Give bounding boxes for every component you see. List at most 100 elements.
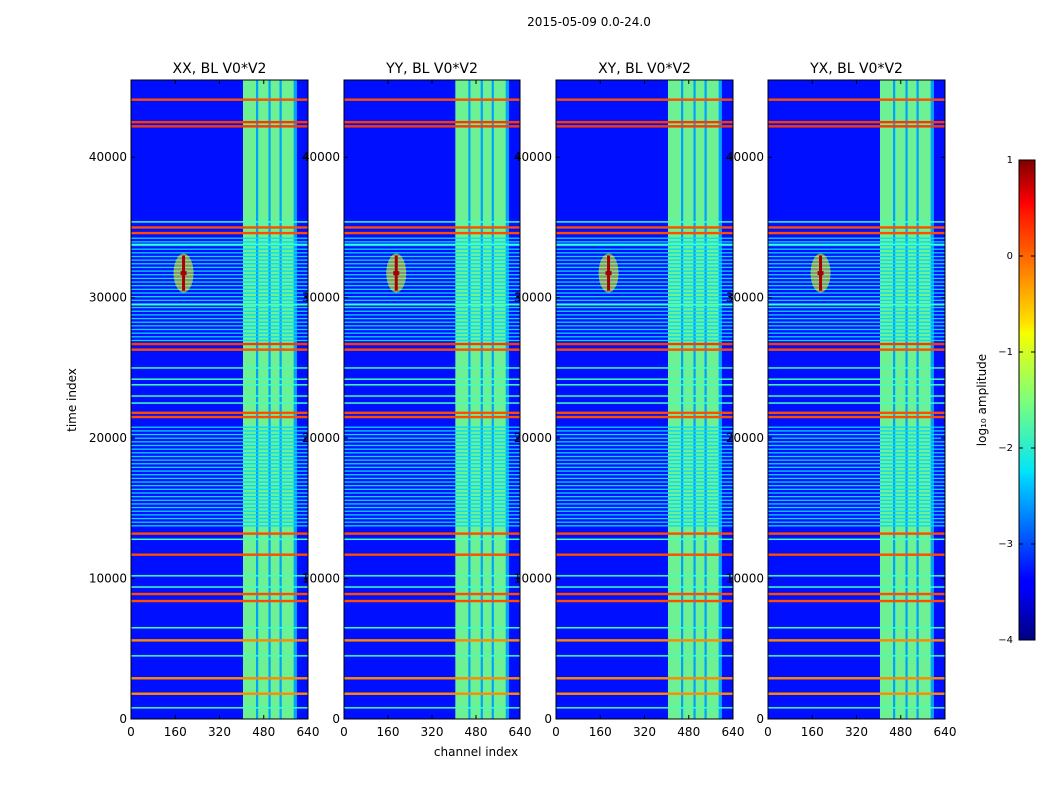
flag-row [131,292,308,294]
flag-row [768,437,945,439]
x-tick-label: 640 [934,725,957,739]
flag-row [556,444,733,447]
flag-row [344,466,520,469]
rfi-column [482,80,492,719]
flag-row [344,444,520,447]
flag-row [131,263,308,265]
flag-row [131,470,308,472]
y-tick-label: 20000 [726,431,764,445]
flag-row [768,586,945,588]
flag-row [556,339,733,342]
flag-row [768,328,945,331]
flag-row [344,310,520,312]
flag-row-strong [344,125,520,128]
flag-row-strong [131,348,308,351]
flag-row [131,339,308,342]
flag-row [131,241,308,243]
flag-row [768,455,945,458]
flag-row [768,321,945,323]
flag-row-strong [344,411,520,415]
flag-row [344,306,520,309]
flag-row [344,384,520,386]
flag-row [344,295,520,298]
flag-row [131,514,308,516]
flag-row-strong [131,639,308,642]
flag-row [556,244,733,247]
flag-row-strong [556,553,733,556]
flag-row-strong [556,415,733,419]
flag-row [131,477,308,480]
flag-row-strong [768,553,945,556]
flag-row [556,384,733,386]
flag-row [131,317,308,320]
flag-row [768,325,945,327]
flag-row-strong [768,348,945,351]
flag-row [344,655,520,657]
flag-row [131,367,308,369]
flag-row [131,538,308,541]
y-tick-label: 0 [119,712,127,726]
flag-row [556,299,733,301]
flag-row [344,325,520,327]
rfi-column [493,80,506,719]
flag-row-strong [344,98,520,101]
point-source-core [393,271,400,276]
flag-row [556,492,733,494]
flag-row [556,303,733,305]
flag-row [131,521,308,523]
panel: XY, BL V0*V2 0 160 320 480 640 0 10000 20000 3000… [514,61,745,739]
flag-row [131,310,308,312]
rfi-column [880,80,894,719]
flag-row [131,510,308,512]
x-tick-label: 160 [589,725,612,739]
rfi-column [683,80,694,719]
flag-row [131,243,308,246]
flag-row [131,285,308,287]
flag-row [131,441,308,443]
flag-row [344,514,520,516]
flag-row [131,481,308,483]
flag-row [131,575,308,577]
flag-row [768,243,945,246]
flag-row [131,655,308,657]
y-tick-label: 40000 [514,150,552,164]
flag-row [131,266,308,269]
flag-row [131,306,308,309]
flag-row [344,437,520,439]
panel-title: XX, BL V0*V2 [173,61,267,77]
flag-row [768,263,945,265]
flag-row [131,495,308,498]
x-tick-label: 320 [633,725,656,739]
flag-row [344,627,520,629]
flag-row [131,430,308,432]
y-tick-label: 0 [756,712,764,726]
flag-row-strong [768,639,945,642]
flag-row [131,444,308,447]
flag-row [131,277,308,280]
flag-row [131,248,308,250]
flag-row [768,384,945,386]
flag-row-strong [768,692,945,695]
flag-row-strong [131,677,308,680]
flag-row [131,586,308,588]
colorbar-tick-label: −4 [998,635,1013,646]
flag-row [131,466,308,469]
panel-title: YY, BL V0*V2 [385,61,478,77]
flag-row [768,402,945,404]
flag-row [556,317,733,320]
flag-row [131,221,308,223]
flag-row [131,321,308,323]
flag-row [768,538,945,541]
flag-row [556,586,733,588]
flag-row [556,281,733,283]
flag-row [344,492,520,494]
flag-row [131,506,308,509]
flag-row [556,575,733,577]
panel: YY, BL V0*V2 0 160 320 480 640 0 10000 20000 3000… [302,61,532,739]
rfi-column [918,80,931,719]
flag-row [131,492,308,494]
x-tick-label: 0 [340,725,348,739]
flag-row [768,433,945,436]
flag-row [344,503,520,505]
point-source-core [817,271,824,276]
